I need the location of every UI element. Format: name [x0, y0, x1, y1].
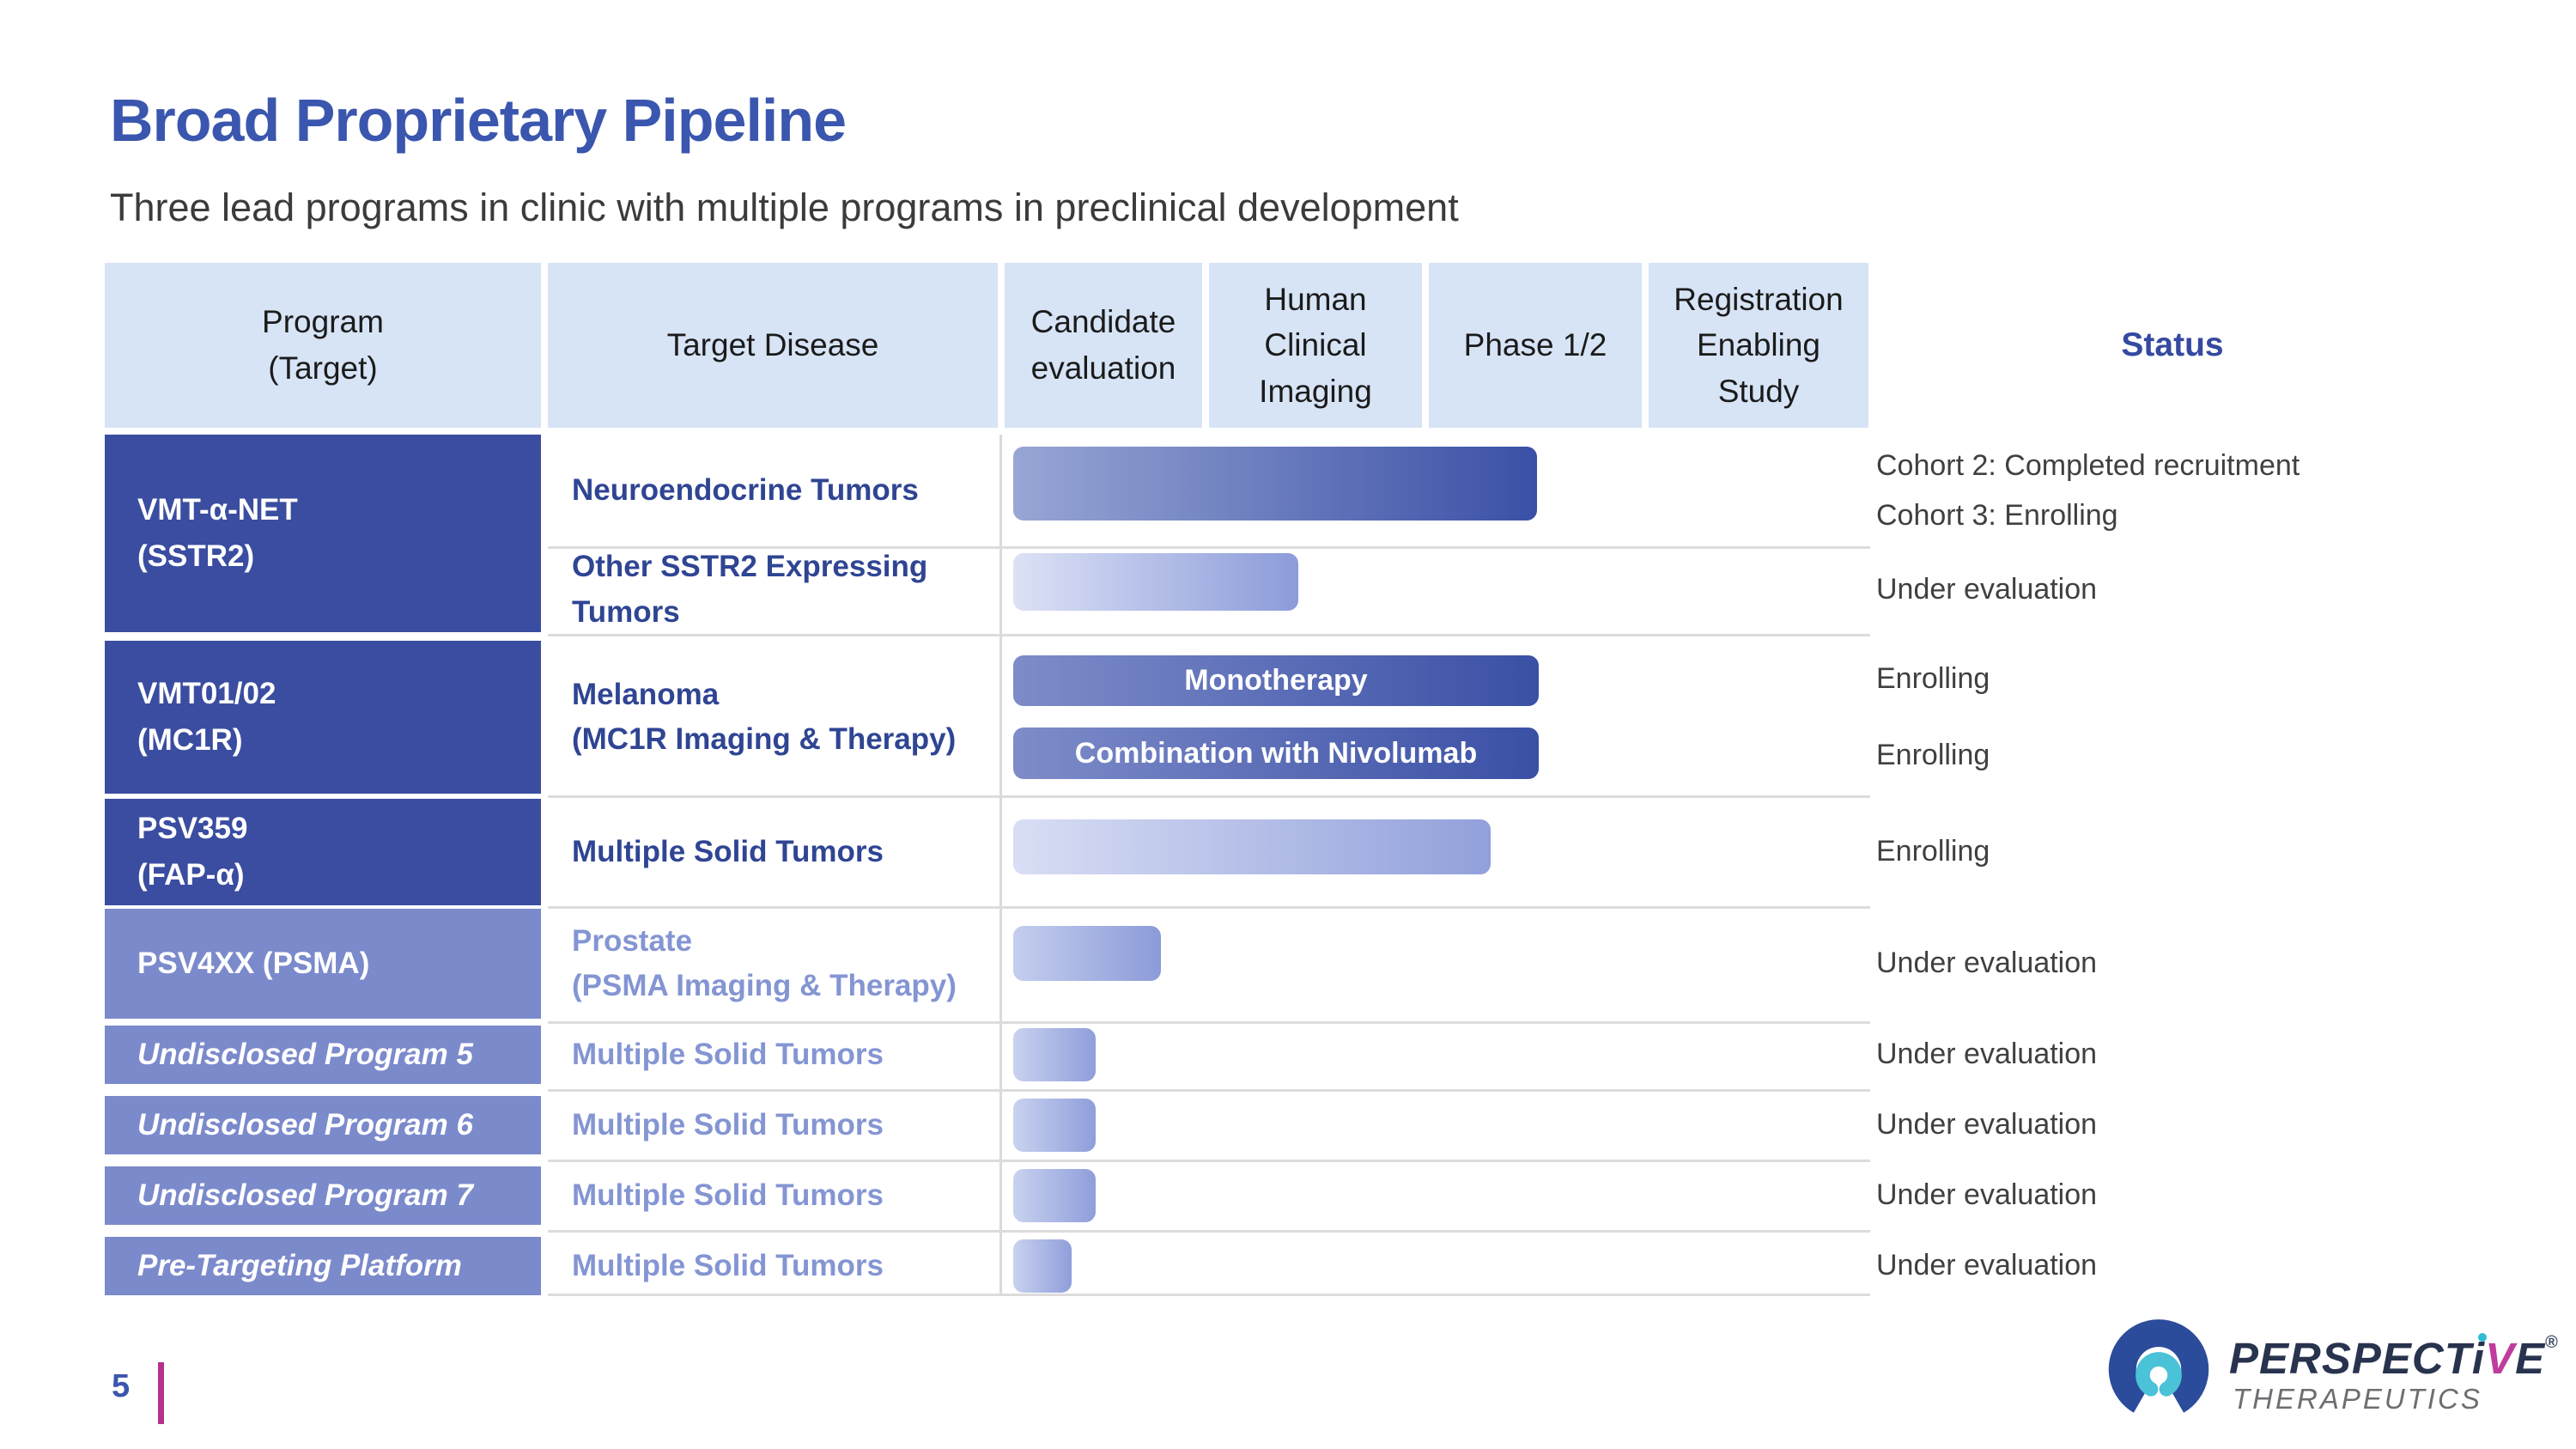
perspective-arc-icon: [2108, 1319, 2209, 1413]
column-header-program-target: Program (Target): [105, 263, 541, 428]
program-cell-vmt01-02: VMT01/02 (MC1R): [105, 641, 541, 794]
progress-bar-pre-targeting: [1013, 1239, 1072, 1293]
column-header-candidate-evaluation: Candidate evaluation: [1005, 263, 1202, 428]
program-cell-undisclosed-7: Undisclosed Program 7: [105, 1166, 541, 1225]
row-separator: [548, 546, 1870, 549]
status-neuroendocrine: Cohort 2: Completed recruitment Cohort 3…: [1876, 448, 2300, 532]
status-melanoma-monotherapy: Enrolling: [1876, 661, 1990, 695]
disease-cell-multiple-solid-tumors-7: Multiple Solid Tumors: [572, 1178, 884, 1212]
progress-bar-melanoma-combination: Combination with Nivolumab: [1013, 728, 1539, 779]
progress-bar-melanoma-monotherapy: Monotherapy: [1013, 655, 1539, 706]
disease-cell-melanoma: Melanoma (MC1R Imaging & Therapy): [572, 677, 957, 757]
status-undisclosed-6: Under evaluation: [1876, 1108, 2098, 1142]
program-cell-pre-targeting-platform: Pre-Targeting Platform: [105, 1237, 541, 1295]
program-cell-psv359: PSV359 (FAP-α): [105, 799, 541, 905]
progress-bar-psv4xx: [1013, 926, 1161, 981]
progress-bar-undisclosed-7: [1013, 1169, 1096, 1222]
row-separator: [548, 906, 1870, 909]
program-cell-vmt-a-net: VMT-α-NET (SSTR2): [105, 435, 541, 632]
row-separator: [548, 795, 1870, 798]
disease-cell-multiple-solid-tumors-psv359: Multiple Solid Tumors: [572, 834, 884, 868]
page-number-divider: [158, 1362, 164, 1424]
column-header-phase-1-2: Phase 1/2: [1429, 263, 1642, 428]
program-cell-undisclosed-6: Undisclosed Program 6: [105, 1096, 541, 1154]
logo-wordmark: PERSPECTiVE®: [2229, 1333, 2559, 1383]
disease-cell-other-sstr2: Other SSTR2 Expressing Tumors: [572, 550, 928, 629]
status-pre-targeting: Under evaluation: [1876, 1249, 2098, 1282]
company-logo: PERSPECTiVE® THERAPEUTICS: [2104, 1318, 2558, 1429]
column-header-target-disease: Target Disease: [548, 263, 998, 428]
column-header-human-clinical-imaging: Human Clinical Imaging: [1209, 263, 1422, 428]
registered-trademark-symbol: ®: [2545, 1333, 2559, 1352]
status-psv4xx: Under evaluation: [1876, 947, 2098, 980]
row-separator: [548, 1021, 1870, 1024]
status-undisclosed-5: Under evaluation: [1876, 1038, 2098, 1071]
progress-bar-psv359: [1013, 819, 1491, 874]
progress-bar-other-sstr2: [1013, 553, 1298, 611]
status-other-sstr2: Under evaluation: [1876, 572, 2098, 606]
program-cell-psv4xx: PSV4XX (PSMA): [105, 909, 541, 1019]
disease-cell-multiple-solid-tumors-6: Multiple Solid Tumors: [572, 1107, 884, 1142]
logo-letter-i: i: [2471, 1334, 2486, 1383]
program-cell-undisclosed-5: Undisclosed Program 5: [105, 1026, 541, 1084]
row-separator: [548, 1160, 1870, 1162]
disease-cell-multiple-solid-tumors-8: Multiple Solid Tumors: [572, 1248, 884, 1282]
disease-cell-multiple-solid-tumors-5: Multiple Solid Tumors: [572, 1037, 884, 1071]
column-header-status: Status: [2121, 326, 2224, 363]
bar-label: Combination with Nivolumab: [1074, 736, 1478, 770]
progress-bar-undisclosed-6: [1013, 1099, 1096, 1152]
row-separator: [548, 1230, 1870, 1233]
status-psv359: Enrolling: [1876, 835, 1990, 868]
logo-letter-v: V: [2485, 1334, 2516, 1383]
row-separator: [548, 634, 1870, 636]
row-separator: [548, 1294, 1870, 1296]
progress-bar-undisclosed-5: [1013, 1028, 1096, 1081]
column-divider-line: [999, 435, 1002, 1295]
column-header-registration-enabling-study: Registration Enabling Study: [1649, 263, 1868, 428]
progress-bar-neuroendocrine: [1013, 447, 1537, 521]
logo-subtext: THERAPEUTICS: [2233, 1383, 2482, 1415]
status-melanoma-combination: Enrolling: [1876, 738, 1990, 771]
page-number: 5: [112, 1368, 131, 1404]
page-title: Broad Proprietary Pipeline: [110, 87, 847, 154]
row-separator: [548, 1089, 1870, 1092]
page-subtitle: Three lead programs in clinic with multi…: [110, 186, 1459, 229]
bar-label: Monotherapy: [1184, 664, 1368, 697]
disease-cell-neuroendocrine-tumors: Neuroendocrine Tumors: [572, 473, 919, 508]
disease-cell-prostate: Prostate (PSMA Imaging & Therapy): [572, 923, 957, 1003]
status-undisclosed-7: Under evaluation: [1876, 1178, 2098, 1212]
